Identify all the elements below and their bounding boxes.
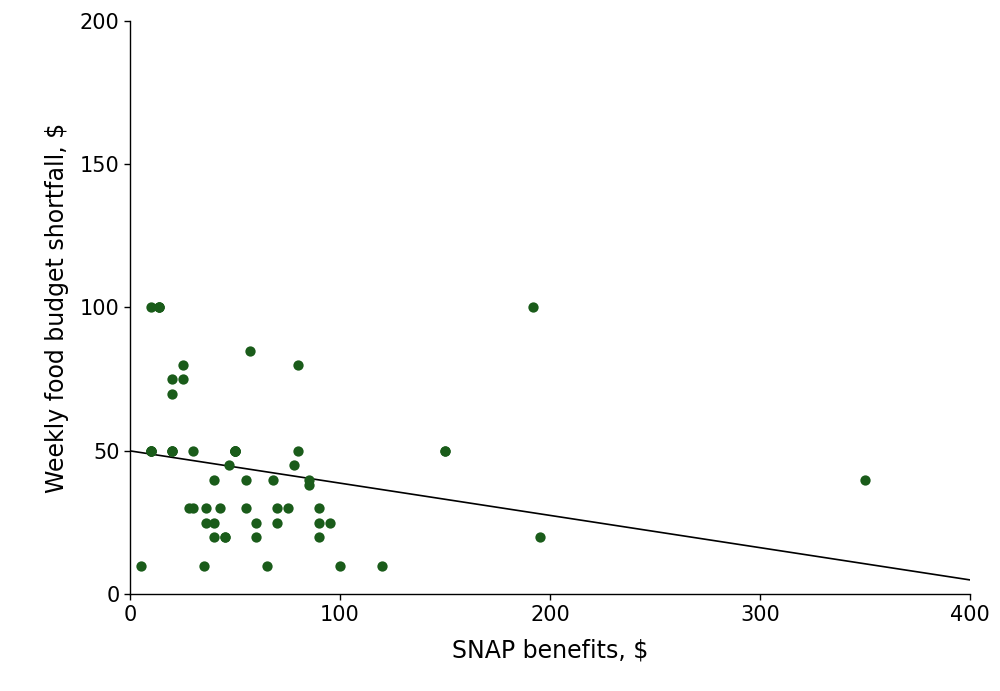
X-axis label: SNAP benefits, $: SNAP benefits, $	[452, 638, 648, 663]
Point	[300, 480, 316, 491]
Point	[227, 446, 243, 457]
Point	[164, 388, 180, 399]
Point	[206, 517, 222, 528]
Point	[164, 374, 180, 385]
Point	[311, 503, 327, 514]
Y-axis label: Weekly food budget shortfall, $: Weekly food budget shortfall, $	[45, 122, 69, 493]
Point	[286, 460, 302, 471]
Point	[198, 517, 214, 528]
Point	[238, 503, 254, 514]
Point	[212, 503, 228, 514]
Point	[332, 560, 348, 571]
Point	[221, 460, 237, 471]
Point	[164, 446, 180, 457]
Point	[532, 531, 548, 542]
Point	[311, 517, 327, 528]
Point	[437, 446, 453, 457]
Point	[185, 446, 201, 457]
Point	[151, 302, 167, 313]
Point	[164, 446, 180, 457]
Point	[265, 474, 281, 485]
Point	[206, 531, 222, 542]
Point	[857, 474, 873, 485]
Point	[143, 446, 159, 457]
Point	[269, 503, 285, 514]
Point	[300, 474, 316, 485]
Point	[143, 446, 159, 457]
Point	[374, 560, 390, 571]
Point	[151, 302, 167, 313]
Point	[248, 517, 264, 528]
Point	[164, 446, 180, 457]
Point	[216, 531, 232, 542]
Point	[258, 560, 274, 571]
Point	[227, 446, 243, 457]
Point	[216, 531, 232, 542]
Point	[322, 517, 338, 528]
Point	[242, 345, 258, 356]
Point	[290, 359, 306, 370]
Point	[280, 503, 296, 514]
Point	[143, 446, 159, 457]
Point	[311, 531, 327, 542]
Point	[525, 302, 541, 313]
Point	[206, 474, 222, 485]
Point	[181, 503, 197, 514]
Point	[290, 446, 306, 457]
Point	[198, 503, 214, 514]
Point	[143, 446, 159, 457]
Point	[174, 374, 190, 385]
Point	[132, 560, 149, 571]
Point	[437, 446, 453, 457]
Point	[227, 446, 243, 457]
Point	[269, 517, 285, 528]
Point	[227, 446, 243, 457]
Point	[196, 560, 212, 571]
Point	[227, 446, 243, 457]
Point	[151, 302, 167, 313]
Point	[174, 359, 190, 370]
Point	[143, 302, 159, 313]
Point	[248, 531, 264, 542]
Point	[238, 474, 254, 485]
Point	[185, 503, 201, 514]
